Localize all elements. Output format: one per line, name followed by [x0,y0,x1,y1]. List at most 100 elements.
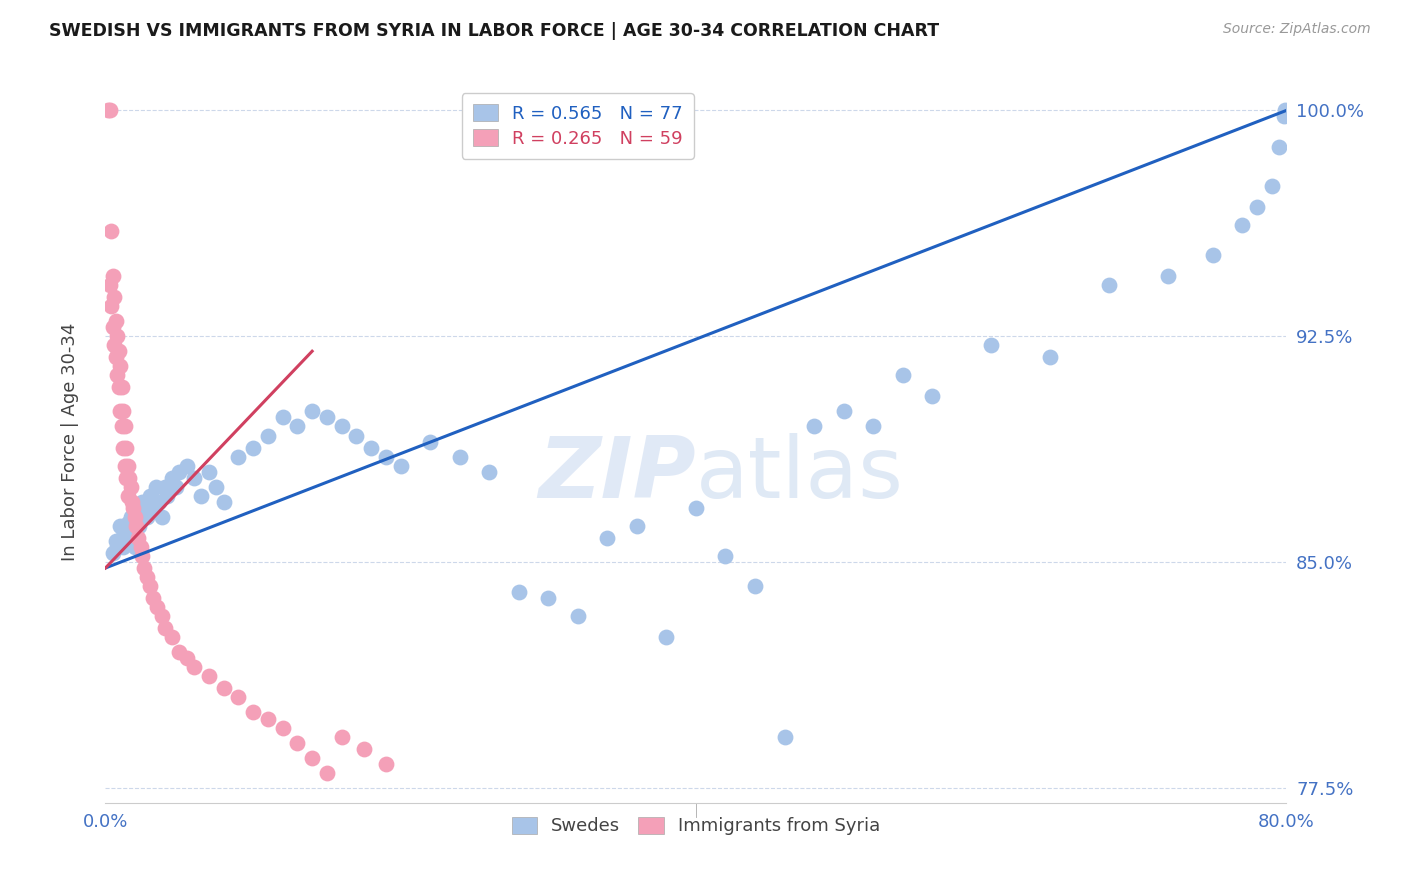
Swedes [287,419,309,434]
Swedes [105,540,128,554]
Immigrants from Syria [131,549,153,563]
Swedes [832,404,855,418]
Swedes [138,489,162,503]
Immigrants from Syria [242,706,264,720]
Immigrants from Syria [107,344,129,359]
Swedes [389,458,412,473]
Swedes [212,495,235,509]
Swedes [1246,200,1268,214]
Swedes [101,546,124,560]
Immigrants from Syria [287,736,309,750]
Immigrants from Syria [120,480,142,494]
Immigrants from Syria [100,224,122,238]
Immigrants from Syria [132,561,155,575]
Immigrants from Syria [121,495,143,509]
Immigrants from Syria [315,765,337,780]
Swedes [242,441,264,455]
Immigrants from Syria [100,299,122,313]
Immigrants from Syria [150,609,173,624]
Swedes [537,591,560,606]
Immigrants from Syria [183,660,205,674]
Swedes [176,458,198,473]
Swedes [596,531,619,545]
Swedes [1272,110,1295,124]
Immigrants from Syria [107,380,129,394]
Immigrants from Syria [101,320,124,334]
Swedes [1201,248,1223,262]
Swedes [655,630,678,644]
Immigrants from Syria [103,290,125,304]
Immigrants from Syria [115,471,138,485]
Immigrants from Syria [118,471,141,485]
Immigrants from Syria [103,338,125,352]
Swedes [891,368,914,383]
Immigrants from Syria [153,621,176,635]
Text: ZIP: ZIP [538,433,696,516]
Swedes [197,465,219,479]
Swedes [120,509,142,524]
Swedes [1039,351,1062,365]
Immigrants from Syria [112,404,135,418]
Immigrants from Syria [104,314,127,328]
Swedes [131,495,153,509]
Immigrants from Syria [301,750,323,764]
Swedes [508,585,530,599]
Immigrants from Syria [97,103,120,118]
Swedes [124,540,146,554]
Text: atlas: atlas [696,433,904,516]
Immigrants from Syria [271,721,294,735]
Swedes [115,533,138,548]
Swedes [132,500,155,515]
Swedes [156,489,179,503]
Immigrants from Syria [212,681,235,696]
Immigrants from Syria [105,329,128,343]
Swedes [121,519,143,533]
Immigrants from Syria [142,591,165,606]
Immigrants from Syria [160,630,183,644]
Swedes [150,509,173,524]
Swedes [478,465,501,479]
Swedes [1268,139,1291,153]
Swedes [1261,178,1284,193]
Swedes [360,441,382,455]
Swedes [110,519,132,533]
Immigrants from Syria [146,600,169,615]
Swedes [125,500,148,515]
Immigrants from Syria [135,570,157,584]
Swedes [567,609,589,624]
Swedes [346,428,368,442]
Swedes [228,450,250,464]
Swedes [301,404,323,418]
Immigrants from Syria [104,351,127,365]
Immigrants from Syria [115,441,138,455]
Swedes [271,410,294,425]
Swedes [127,509,149,524]
Swedes [117,516,139,530]
Swedes [114,524,136,539]
Swedes [135,509,157,524]
Swedes [153,480,176,494]
Swedes [183,471,205,485]
Immigrants from Syria [111,380,134,394]
Swedes [773,730,796,744]
Swedes [921,389,943,403]
Immigrants from Syria [98,278,121,293]
Swedes [714,549,737,563]
Swedes [112,540,135,554]
Swedes [111,531,134,545]
Immigrants from Syria [114,458,136,473]
Swedes [128,519,150,533]
Swedes [118,528,141,542]
Immigrants from Syria [112,441,135,455]
Swedes [374,450,398,464]
Swedes [257,428,280,442]
Swedes [205,480,228,494]
Y-axis label: In Labor Force | Age 30-34: In Labor Force | Age 30-34 [60,322,79,561]
Swedes [1232,218,1254,232]
Immigrants from Syria [111,419,134,434]
Immigrants from Syria [257,712,280,726]
Immigrants from Syria [228,690,250,705]
Swedes [1098,278,1121,293]
Immigrants from Syria [117,458,139,473]
Swedes [190,489,212,503]
